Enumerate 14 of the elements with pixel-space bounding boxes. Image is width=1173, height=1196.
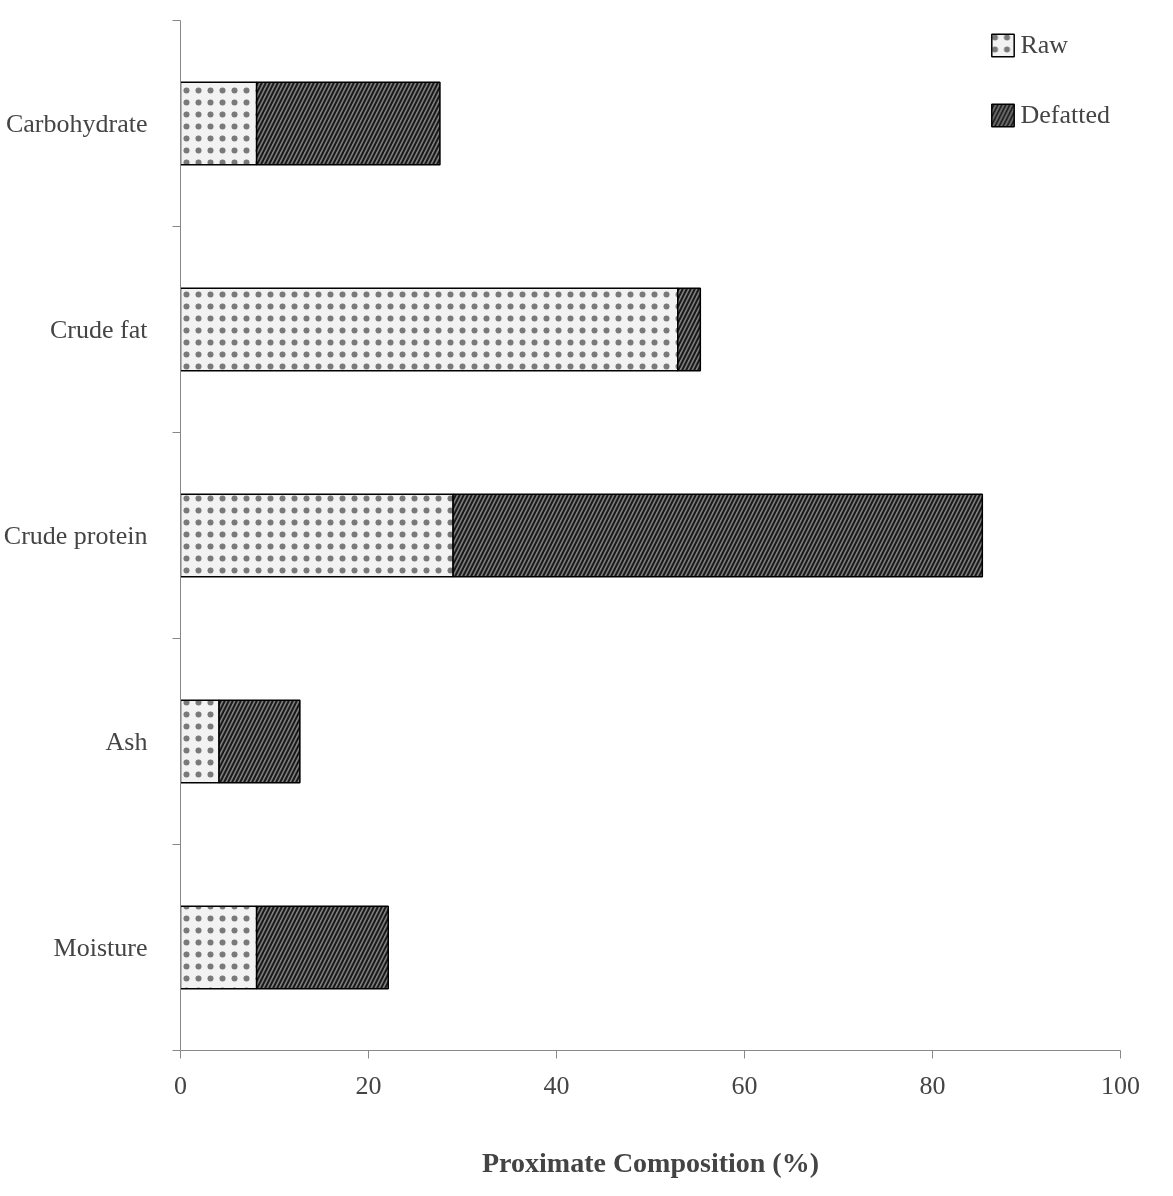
x-tick-label: 80 <box>919 1070 946 1100</box>
x-tick-label: 0 <box>174 1070 187 1100</box>
y-tick-label: Crude fat <box>50 315 149 344</box>
x-tick-label: 60 <box>731 1070 758 1100</box>
x-tick-label: 100 <box>1101 1070 1140 1100</box>
x-tick-label: 20 <box>355 1070 382 1100</box>
x-tick-label: 40 <box>543 1070 570 1100</box>
y-tick-label: Crude protein <box>3 521 148 550</box>
y-tick-label: Moisture <box>53 933 148 962</box>
x-axis-title: Proximate Composition (%) <box>482 1146 819 1178</box>
y-tick-label: Carbohydrate <box>6 109 148 138</box>
legend-label: Raw <box>1020 30 1069 60</box>
legend-label: Defatted <box>1020 100 1110 130</box>
y-tick-label: Ash <box>105 727 148 756</box>
